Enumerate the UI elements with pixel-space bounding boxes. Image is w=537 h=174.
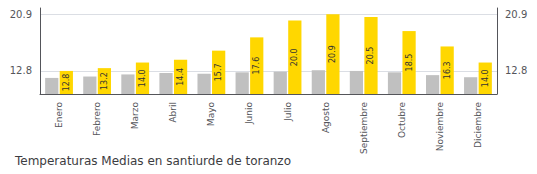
svg-text:Septiembre: Septiembre [359,102,369,155]
svg-text:Mayo: Mayo [206,102,216,127]
svg-text:Julio: Julio [283,102,293,122]
svg-text:12.8: 12.8 [62,74,71,92]
svg-text:20.9: 20.9 [10,9,32,20]
svg-text:20.5: 20.5 [366,47,375,65]
svg-text:16.3: 16.3 [443,61,452,79]
svg-text:Febrero: Febrero [92,102,102,136]
svg-text:Marzo: Marzo [130,102,140,130]
svg-text:17.6: 17.6 [252,57,261,75]
svg-text:Noviembre: Noviembre [435,102,445,152]
svg-text:Abril: Abril [168,102,178,123]
svg-text:20.9: 20.9 [328,45,337,63]
svg-text:Enero: Enero [54,102,64,128]
svg-text:Junio: Junio [244,102,254,126]
svg-text:12.8: 12.8 [10,65,32,76]
svg-text:14.4: 14.4 [176,68,185,86]
svg-text:Diciembre: Diciembre [473,102,483,148]
svg-text:13.2: 13.2 [100,72,109,90]
svg-text:Temperaturas Medias en santiur: Temperaturas Medias en santiurde de tora… [14,154,291,168]
svg-text:15.7: 15.7 [214,63,223,81]
svg-text:20.9: 20.9 [505,9,527,20]
svg-text:14.0: 14.0 [481,69,490,87]
svg-text:20.0: 20.0 [290,48,299,66]
svg-text:14.0: 14.0 [138,69,147,87]
svg-text:18.5: 18.5 [405,54,414,72]
svg-text:12.8: 12.8 [505,65,527,76]
svg-text:Octubre: Octubre [397,102,407,138]
svg-text:Agosto: Agosto [321,102,331,134]
